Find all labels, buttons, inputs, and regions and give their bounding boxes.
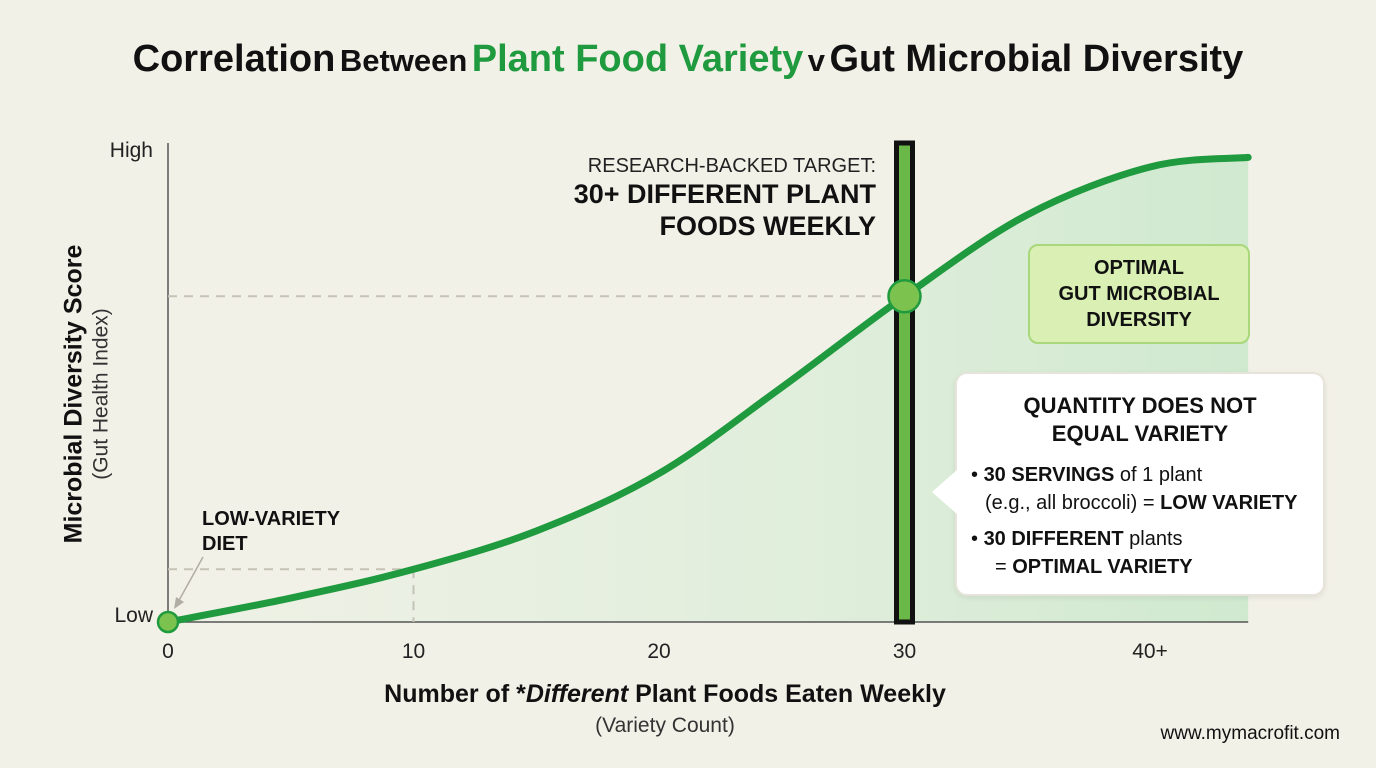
x-label-prefix: Number of * xyxy=(384,680,526,708)
x-tick-label: 40+ xyxy=(1132,640,1168,663)
y-tick-label: High xyxy=(110,139,153,162)
target-bar xyxy=(894,140,915,625)
low-variety-arrow xyxy=(176,556,204,605)
quantity-callout: QUANTITY DOES NOT EQUAL VARIETY • 30 SER… xyxy=(932,372,1325,596)
y-axis-label: Microbial Diversity Score (Gut Health In… xyxy=(58,245,113,544)
y-tick-label: Low xyxy=(114,604,153,627)
x-tick-label: 10 xyxy=(402,640,425,663)
low-variety-arrowhead xyxy=(174,597,184,609)
callout-pointer xyxy=(932,470,957,514)
callout-bullet-1: • 30 SERVINGS of 1 plant (e.g., all broc… xyxy=(971,461,1309,517)
optimal-line3: DIVERSITY xyxy=(1086,309,1192,331)
bullet2-line2-bold: OPTIMAL VARIETY xyxy=(1012,556,1193,578)
low-variety-label: LOW-VARIETY DIET xyxy=(202,507,340,557)
callout-heading: QUANTITY DOES NOT EQUAL VARIETY xyxy=(971,392,1309,447)
target-label-line2: 30+ DIFFERENT PLANT xyxy=(573,179,876,209)
y-axis-label-main: Microbial Diversity Score xyxy=(59,244,88,544)
x-tick-label: 0 xyxy=(162,640,174,663)
target-label: RESEARCH-BACKED TARGET: 30+ DIFFERENT PL… xyxy=(574,154,876,243)
target-label-line1: RESEARCH-BACKED TARGET: xyxy=(587,155,876,177)
optimal-line1: OPTIMAL xyxy=(1094,257,1184,279)
x-axis-label-sub: (Variety Count) xyxy=(595,714,735,737)
title-v: v xyxy=(807,43,825,78)
chart-title: Correlation Between Plant Food Variety v… xyxy=(0,40,1376,78)
title-plant-food-variety: Plant Food Variety xyxy=(471,38,804,80)
diversity-curve xyxy=(164,153,1252,626)
title-correlation: Correlation xyxy=(132,38,336,80)
bullet1-line2-bold: LOW VARIETY xyxy=(1160,492,1298,514)
data-point-marker xyxy=(156,610,180,634)
x-tick-label: 30 xyxy=(893,640,916,663)
callout-heading-line1: QUANTITY DOES NOT xyxy=(1023,393,1257,418)
title-gut-microbial-diversity: Gut Microbial Diversity xyxy=(829,38,1244,80)
x-label-suffix: Plant Foods Eaten Weekly xyxy=(628,680,946,708)
bullet1-bold: 30 SERVINGS xyxy=(983,464,1115,486)
target-label-line3: FOODS WEEKLY xyxy=(659,211,876,242)
x-label-italic: Different xyxy=(525,680,629,708)
optimal-diversity-box: OPTIMAL GUT MICROBIAL DIVERSITY xyxy=(1028,244,1250,344)
low-variety-line2: DIET xyxy=(202,533,248,555)
optimal-line2: GUT MICROBIAL xyxy=(1058,283,1220,305)
callout-heading-line2: EQUAL VARIETY xyxy=(1051,420,1229,446)
x-axis-label-main: Number of *Different Plant Foods Eaten W… xyxy=(0,680,1330,709)
bullet2-line2: = xyxy=(995,556,1013,578)
low-variety-line1: LOW-VARIETY xyxy=(202,508,341,530)
bullet1-line2: (e.g., all broccoli) = xyxy=(985,492,1161,514)
title-between: Between xyxy=(339,43,468,78)
callout-bullet-2: • 30 DIFFERENT plants = OPTIMAL VARIETY xyxy=(971,525,1309,581)
data-point-marker xyxy=(887,279,922,314)
bullet-icon: • xyxy=(971,528,984,550)
bullet1-rest: of 1 plant xyxy=(1114,464,1203,486)
x-tick-label: 20 xyxy=(647,640,670,663)
bullet2-rest: plants xyxy=(1123,528,1183,550)
watermark: www.mymacrofit.com xyxy=(1160,723,1340,744)
bullet2-bold: 30 DIFFERENT xyxy=(983,528,1124,550)
bullet-icon: • xyxy=(971,464,984,486)
y-axis-label-sub: (Gut Health Index) xyxy=(89,308,113,480)
